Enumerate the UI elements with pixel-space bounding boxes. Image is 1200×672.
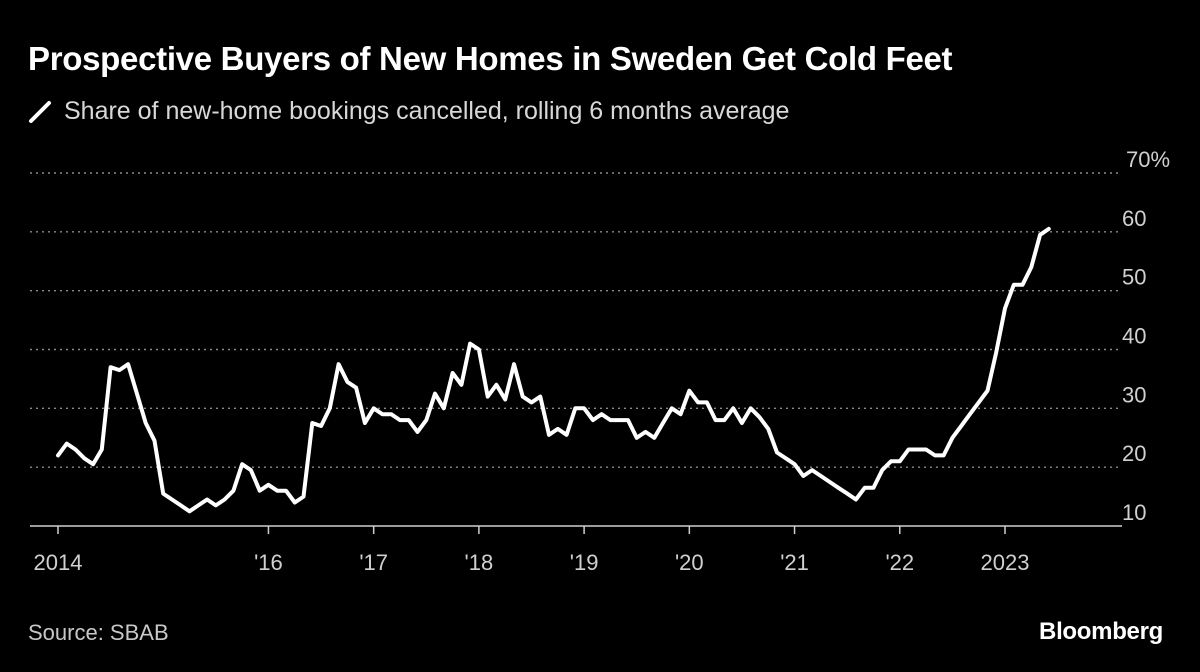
x-tick-label: '22 <box>885 550 914 575</box>
line-chart: 10 20 30 40 50 60 70% 2014 '16 '17 '18 '19 '20 '21 '2… <box>30 147 1170 575</box>
y-tick-label: 70% <box>1126 147 1170 172</box>
series-line <box>56 226 1051 514</box>
y-tick-label: 10 <box>1122 500 1146 525</box>
x-tick-label: '17 <box>359 550 388 575</box>
y-tick-label: 50 <box>1122 265 1146 290</box>
y-axis-ticks: 10 20 30 40 50 60 70% <box>1122 147 1170 525</box>
legend-label: Share of new-home bookings cancelled, ro… <box>64 97 790 125</box>
legend-line-swatch <box>29 100 51 123</box>
y-tick-label: 40 <box>1122 324 1146 349</box>
x-axis-ticks: 2014 '16 '17 '18 '19 '20 '21 '22 2023 <box>34 526 1030 575</box>
y-tick-label: 60 <box>1122 206 1146 231</box>
x-tick-label: '18 <box>465 550 494 575</box>
chart-title: Prospective Buyers of New Homes in Swede… <box>28 40 953 77</box>
x-tick-label: '19 <box>570 550 599 575</box>
source-note: Source: SBAB <box>28 620 169 645</box>
x-tick-label: 2014 <box>34 550 83 575</box>
series <box>56 226 1051 514</box>
y-tick-label: 30 <box>1122 382 1146 407</box>
y-tick-label: 20 <box>1122 441 1146 466</box>
x-tick-label: '16 <box>254 550 283 575</box>
x-tick-label: '20 <box>675 550 704 575</box>
x-tick-label: 2023 <box>981 550 1030 575</box>
bloomberg-logo: Bloomberg <box>1039 618 1163 645</box>
legend: Share of new-home bookings cancelled, ro… <box>28 97 789 126</box>
gridlines <box>30 172 1122 468</box>
x-tick-label: '21 <box>780 550 809 575</box>
